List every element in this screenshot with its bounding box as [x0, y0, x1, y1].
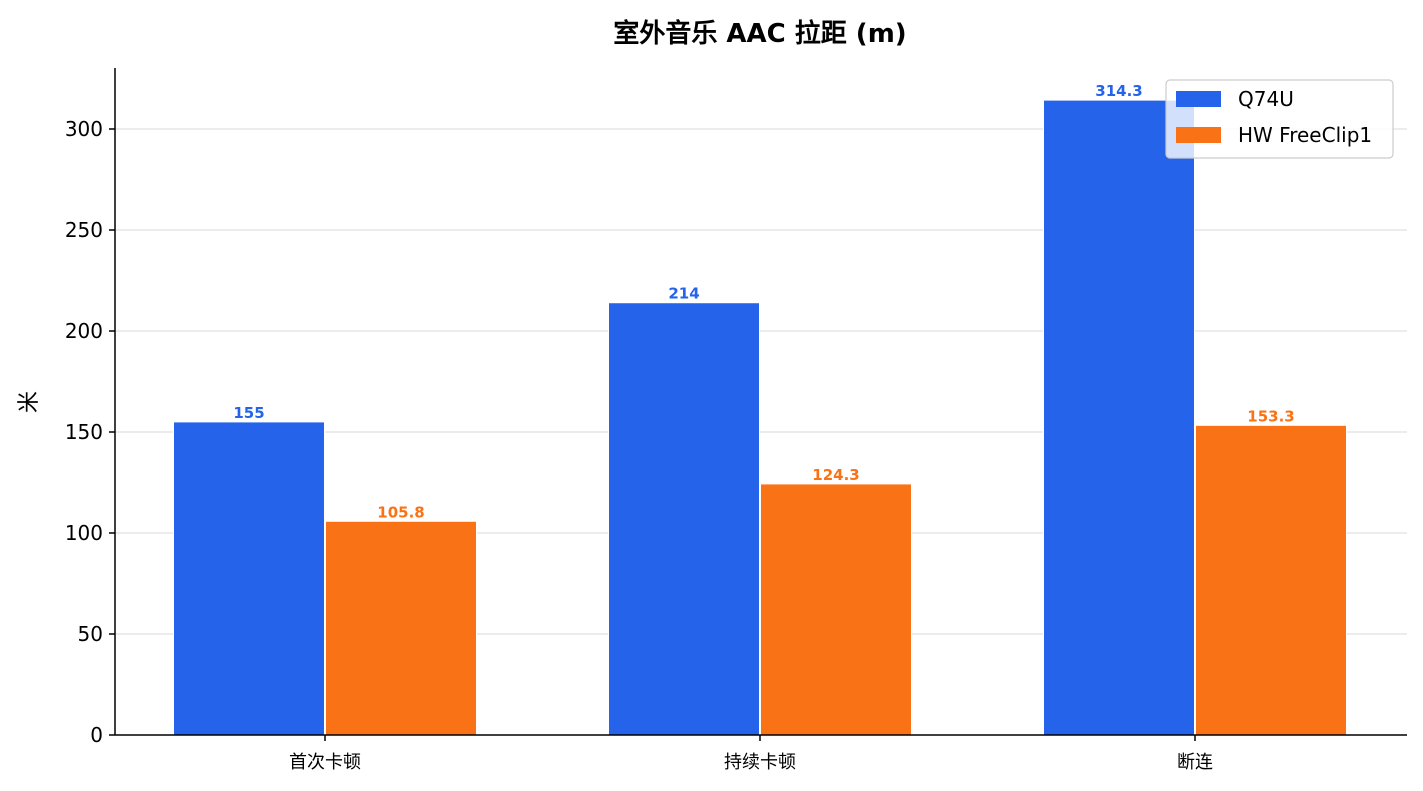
- y-tick-label: 50: [78, 622, 103, 646]
- legend-frame: [1165, 79, 1394, 159]
- legend: Q74U HW FreeClip1: [1165, 79, 1394, 159]
- bar: [173, 421, 325, 736]
- legend-swatch: [1176, 127, 1221, 143]
- bar: [1195, 424, 1347, 736]
- ticks-layer: 0 50 100 150 200 250 300 首次卡顿 持续卡顿 断连: [65, 117, 1213, 773]
- axes-layer: [114, 68, 1407, 736]
- bar-value-label: 155: [233, 404, 264, 422]
- bar: [760, 483, 912, 736]
- x-tick-label: 断连: [1177, 752, 1213, 773]
- bar: [1043, 99, 1195, 736]
- y-tick-label: 200: [65, 319, 103, 343]
- data-labels-layer: 155 214 314.3 105.8 124.3 153.3: [233, 82, 1294, 521]
- bar-value-label: 214: [668, 285, 699, 303]
- x-tick-label: 首次卡顿: [289, 752, 361, 773]
- bar: [608, 302, 760, 736]
- bar-value-label: 153.3: [1247, 407, 1294, 425]
- legend-label: Q74U: [1238, 87, 1294, 111]
- chart-title: 室外音乐 AAC 拉距 (m): [613, 18, 906, 49]
- y-tick-label: 100: [65, 521, 103, 545]
- bars-layer: [173, 99, 1347, 736]
- legend-swatch: [1176, 91, 1221, 107]
- x-tick-label: 持续卡顿: [724, 752, 796, 773]
- y-axis-label: 米: [17, 391, 42, 413]
- bar-value-label: 105.8: [377, 503, 424, 521]
- bar-value-label: 124.3: [812, 466, 859, 484]
- y-tick-label: 300: [65, 117, 103, 141]
- bar-value-label: 314.3: [1095, 82, 1142, 100]
- legend-label: HW FreeClip1: [1238, 123, 1372, 147]
- y-tick-label: 0: [90, 723, 103, 747]
- bar: [325, 520, 477, 736]
- y-tick-label: 150: [65, 420, 103, 444]
- y-tick-label: 250: [65, 218, 103, 242]
